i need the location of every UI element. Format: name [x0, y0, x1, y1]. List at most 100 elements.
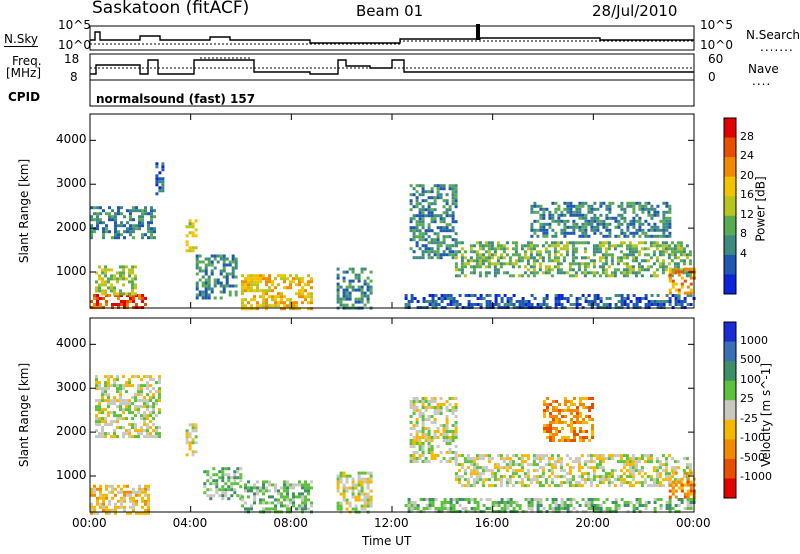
echo-cell — [93, 484, 96, 488]
echo-cell — [529, 241, 533, 245]
echo-cell — [451, 256, 455, 260]
echo-cell — [110, 423, 113, 427]
echo-cell — [644, 303, 648, 306]
echo-cell — [470, 303, 474, 306]
echo-cell — [575, 297, 579, 300]
echo-cell — [652, 271, 656, 275]
echo-cell — [155, 162, 159, 166]
echo-cell — [664, 265, 668, 269]
echo-cell — [467, 294, 471, 297]
echo-cell — [622, 466, 626, 470]
echo-cell — [494, 504, 498, 507]
echo-cell — [446, 294, 450, 297]
echo-cell — [500, 498, 504, 501]
echo-cell — [412, 460, 416, 463]
echo-cell — [584, 501, 588, 504]
echo-cell — [354, 495, 358, 499]
echo-cell — [641, 207, 645, 211]
echo-cell — [569, 303, 573, 306]
echo-cell — [307, 292, 310, 296]
echo-cell — [566, 504, 570, 507]
echo-cell — [90, 233, 93, 237]
echo-cell — [141, 297, 144, 300]
echo-cell — [592, 454, 596, 458]
echo-cell — [123, 496, 126, 500]
echo-cell — [595, 484, 599, 488]
echo-cell — [425, 300, 429, 303]
echo-cell — [442, 238, 446, 242]
echo-cell — [556, 454, 560, 458]
echo-cell — [451, 439, 455, 442]
echo-cell — [496, 478, 500, 482]
echo-cell — [475, 463, 479, 467]
echo-cell — [198, 290, 202, 294]
echo-cell — [253, 280, 256, 284]
echo-cell — [638, 201, 642, 205]
echo-cell — [555, 427, 558, 430]
echo-cell — [114, 502, 117, 506]
echo-cell — [195, 254, 199, 258]
echo-cell — [499, 478, 503, 482]
echo-cell — [637, 469, 641, 473]
echo-cell — [546, 409, 549, 412]
echo-cell — [551, 234, 555, 238]
echo-cell — [652, 466, 656, 470]
echo-cell — [502, 256, 506, 260]
echo-cell — [236, 467, 240, 471]
echo-cell — [662, 210, 666, 214]
echo-cell — [256, 480, 259, 484]
echo-cell — [256, 304, 259, 308]
echo-cell — [101, 429, 104, 433]
echo-cell — [577, 469, 581, 473]
echo-cell — [601, 271, 605, 275]
echo-cell — [549, 421, 552, 424]
echo-cell — [460, 466, 464, 470]
echo-cell — [667, 256, 671, 260]
echo-cell — [409, 433, 413, 436]
echo-cell — [427, 451, 431, 454]
echo-cell — [686, 294, 690, 297]
echo-cell — [685, 253, 689, 257]
echo-cell — [119, 265, 122, 269]
echo-cell — [96, 221, 99, 225]
echo-cell — [616, 478, 620, 482]
echo-cell — [590, 498, 594, 501]
echo-cell — [676, 250, 680, 254]
echo-cell — [207, 293, 211, 297]
echo-cell — [363, 507, 367, 511]
echo-cell — [475, 256, 479, 260]
echo-cell — [664, 241, 668, 245]
echo-cell — [670, 274, 674, 278]
echo-cell — [360, 294, 364, 298]
echo-cell — [478, 457, 482, 461]
echo-cell — [499, 265, 503, 269]
echo-cell — [452, 297, 456, 300]
echo-cell — [280, 292, 283, 296]
echo-cell — [369, 471, 373, 475]
echo-cell — [421, 184, 425, 188]
echo-cell — [664, 457, 668, 461]
echo-cell — [587, 504, 591, 507]
echo-cell — [476, 501, 480, 504]
echo-cell — [631, 478, 635, 482]
echo-cell — [144, 212, 147, 216]
echo-cell — [575, 303, 579, 306]
echo-cell — [493, 463, 497, 467]
echo-cell — [268, 489, 271, 493]
echo-cell — [345, 480, 349, 484]
echo-cell — [125, 265, 128, 269]
echo-cell — [191, 423, 195, 427]
echo-cell — [310, 298, 313, 302]
echo-cell — [442, 427, 446, 430]
echo-cell — [256, 274, 259, 278]
echo-cell — [573, 421, 576, 424]
echo-cell — [631, 271, 635, 275]
echo-cell — [415, 235, 419, 239]
echo-cell — [113, 432, 116, 436]
echo-cell — [652, 250, 656, 254]
echo-cell — [635, 201, 639, 205]
echo-cell — [301, 483, 304, 487]
echo-cell — [241, 307, 244, 311]
echo-cell — [292, 501, 295, 505]
echo-cell — [577, 460, 581, 464]
